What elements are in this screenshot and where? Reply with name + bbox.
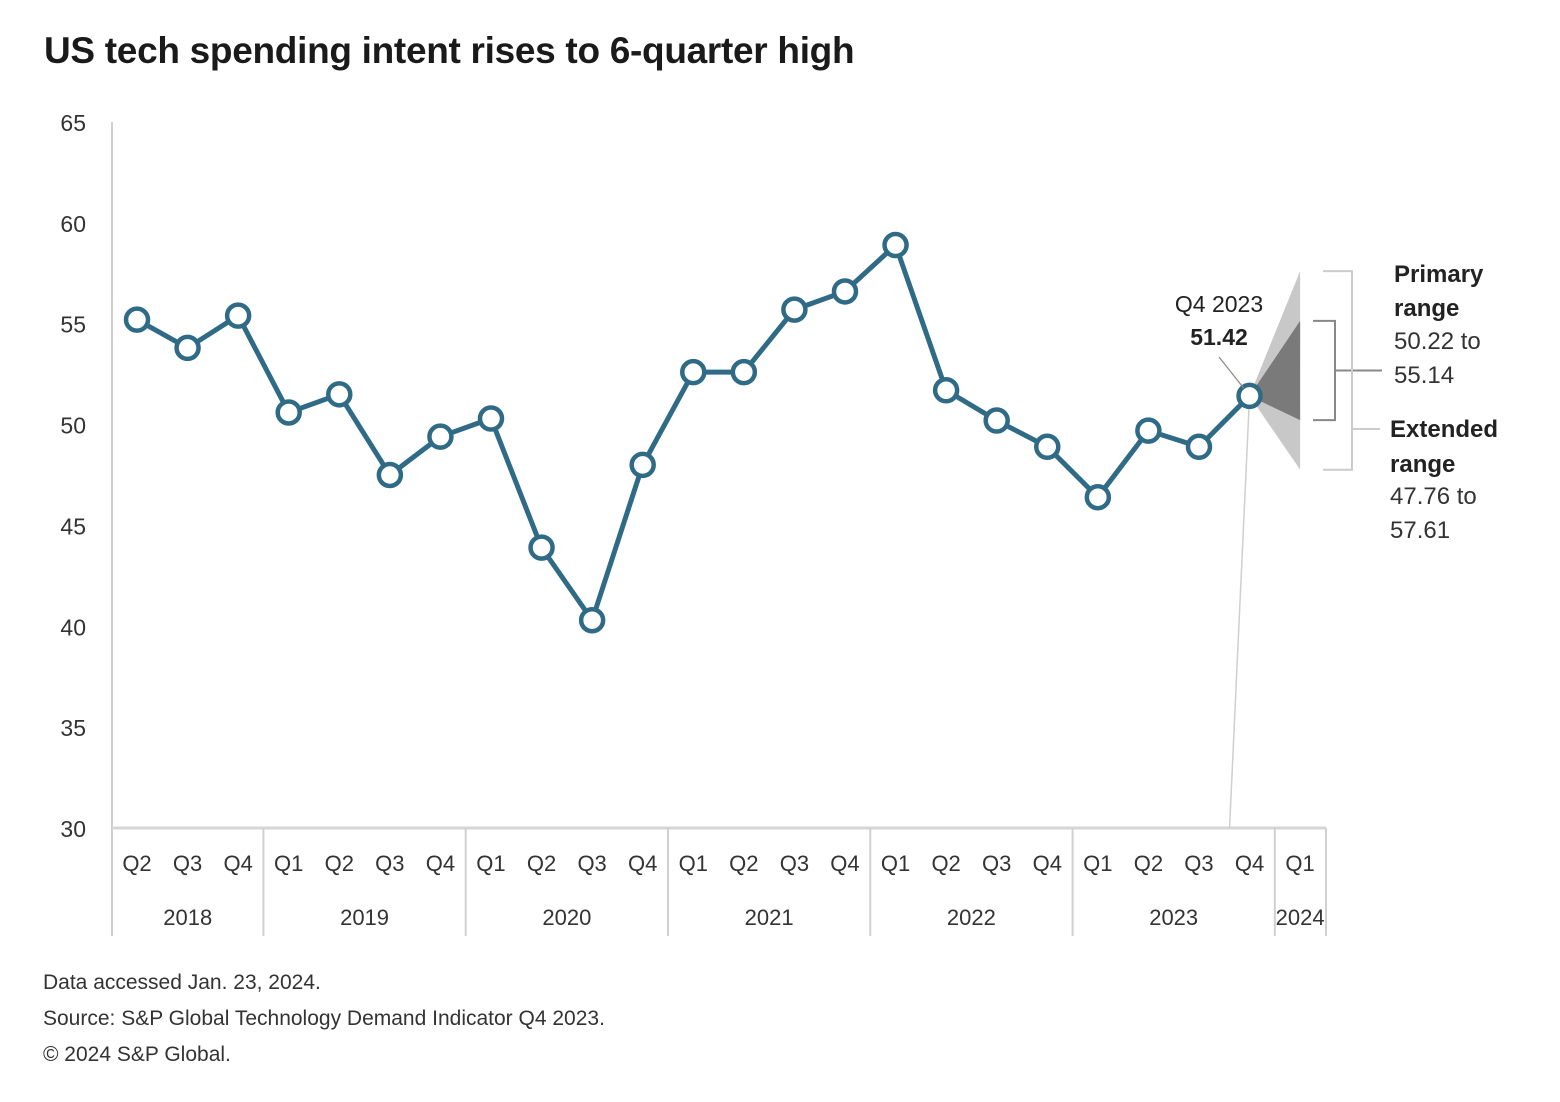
annotations: Q4 2023 51.42 Primary range 50.22 to 55.14 Ext… [1175, 261, 1498, 544]
data-point [983, 407, 1010, 434]
year-label: 2021 [745, 905, 794, 930]
x-tick-label: Q1 [1083, 851, 1112, 876]
data-point [123, 306, 151, 333]
copyright-note: © 2024 S&P Global. [43, 1043, 231, 1066]
x-tick-label: Q2 [1134, 851, 1163, 876]
data-point [427, 423, 454, 450]
data-point [680, 358, 707, 386]
x-tick-label: Q1 [274, 851, 303, 876]
data-accessed-note: Data accessed Jan. 23, 2024. [43, 971, 321, 994]
data-point [831, 278, 859, 305]
y-tick-label: 65 [60, 110, 86, 136]
x-tick-label: Q3 [577, 851, 606, 876]
x-tick-label: Q3 [173, 851, 202, 876]
chart-title: US tech spending intent rises to 6-quart… [44, 30, 855, 71]
x-tick-label: Q1 [881, 851, 910, 876]
forecast-fan [1228, 271, 1301, 829]
series-line [123, 231, 1263, 634]
x-tick-label: Q2 [527, 851, 556, 876]
data-point [477, 405, 505, 432]
data-point [1236, 382, 1263, 410]
x-tick-label: Q3 [375, 851, 404, 876]
year-label: 2024 [1276, 905, 1325, 930]
data-point [629, 451, 656, 479]
y-tick-label: 50 [60, 413, 86, 439]
data-point [376, 461, 404, 489]
value-callout-line [1218, 356, 1245, 389]
data-point [1185, 433, 1213, 461]
year-label: 2022 [947, 905, 996, 930]
x-tick-label: Q4 [830, 851, 859, 876]
y-tick-label: 40 [60, 614, 86, 640]
series-path [135, 242, 1252, 623]
leader-line [1228, 395, 1251, 829]
x-tick-label: Q4 [628, 851, 657, 876]
extended-bracket [1323, 270, 1380, 471]
year-label: 2019 [340, 905, 389, 930]
x-tick-label: Q4 [223, 851, 252, 876]
x-tick-label: Q3 [982, 851, 1011, 876]
x-tick-label: Q1 [1285, 851, 1314, 876]
y-tick-label: 60 [60, 211, 86, 237]
x-tick-label: Q2 [122, 851, 151, 876]
axes: 30 35 40 45 50 55 60 65 Q2 Q3 Q4 Q1 Q2 Q3 Q4 Q1 Q2 Q3 Q4 Q1… [60, 110, 1327, 936]
extended-range-values: 57.61 [1390, 517, 1450, 544]
data-point [932, 377, 960, 404]
line-chart: 30 35 40 45 50 55 60 65 Q2 Q3 Q4 Q1 Q2 Q3 Q4 Q1 Q2 Q3 Q4 Q1… [60, 110, 1498, 936]
data-point [730, 358, 758, 386]
x-tick-label: Q1 [679, 851, 708, 876]
x-tick-label: Q3 [1184, 851, 1213, 876]
primary-bracket [1313, 319, 1382, 422]
data-point [578, 606, 606, 634]
y-tick-label: 45 [60, 513, 86, 539]
year-label: 2020 [542, 905, 591, 930]
x-tick-label: Q4 [1235, 851, 1264, 876]
source-note: Source: S&P Global Technology Demand Ind… [43, 1007, 605, 1030]
x-tick-label: Q1 [476, 851, 505, 876]
x-tick-label: Q2 [729, 851, 758, 876]
data-point [275, 399, 302, 426]
year-label: 2023 [1149, 905, 1198, 930]
y-tick-label: 30 [60, 816, 86, 842]
data-point [1034, 433, 1061, 461]
data-point [174, 334, 201, 362]
data-point [326, 381, 353, 408]
extended-range-values: 47.76 to [1390, 483, 1477, 510]
data-point [1084, 483, 1112, 511]
last-point-value: 51.42 [1190, 324, 1248, 350]
x-tick-label: Q2 [931, 851, 960, 876]
primary-range-values: 50.22 to [1394, 328, 1481, 355]
primary-range-values: 55.14 [1394, 362, 1454, 389]
footnotes: Data accessed Jan. 23, 2024. Source: S&P… [43, 965, 605, 1073]
extended-range-title: Extended [1390, 416, 1498, 443]
x-tick-label: Q4 [1033, 851, 1062, 876]
extended-range-title: range [1390, 451, 1455, 478]
x-tick-label: Q2 [325, 851, 354, 876]
data-point [781, 296, 808, 323]
x-tick-label: Q3 [780, 851, 809, 876]
x-tick-label: Q4 [426, 851, 455, 876]
primary-range-title: Primary [1394, 261, 1484, 288]
data-point [1135, 417, 1162, 444]
data-point [224, 302, 252, 329]
y-tick-label: 55 [60, 312, 86, 338]
data-point [882, 231, 909, 259]
year-label: 2018 [163, 905, 212, 930]
y-tick-label: 35 [60, 715, 86, 741]
primary-range-title: range [1394, 295, 1459, 322]
data-point [528, 534, 555, 561]
last-point-label: Q4 2023 [1175, 291, 1263, 317]
